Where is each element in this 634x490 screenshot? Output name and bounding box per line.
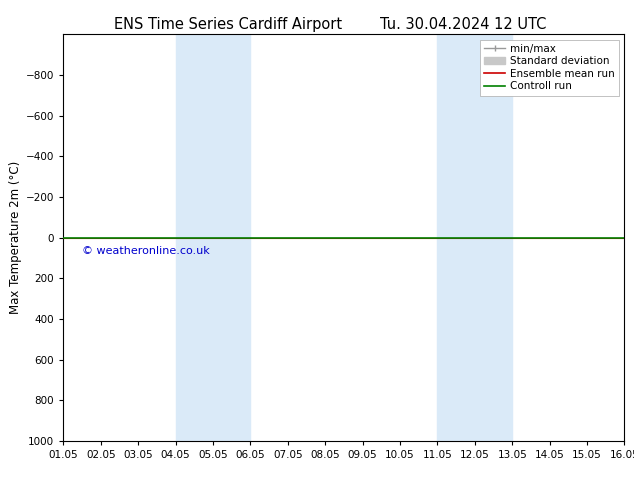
Text: © weatheronline.co.uk: © weatheronline.co.uk [82, 246, 210, 256]
Text: Tu. 30.04.2024 12 UTC: Tu. 30.04.2024 12 UTC [380, 17, 546, 32]
Bar [176, 34, 250, 441]
Text: ENS Time Series Cardiff Airport: ENS Time Series Cardiff Airport [114, 17, 342, 32]
Y-axis label: Max Temperature 2m (°C): Max Temperature 2m (°C) [9, 161, 22, 314]
Bar [437, 34, 512, 441]
Legend: min/max, Standard deviation, Ensemble mean run, Controll run: min/max, Standard deviation, Ensemble me… [480, 40, 619, 96]
